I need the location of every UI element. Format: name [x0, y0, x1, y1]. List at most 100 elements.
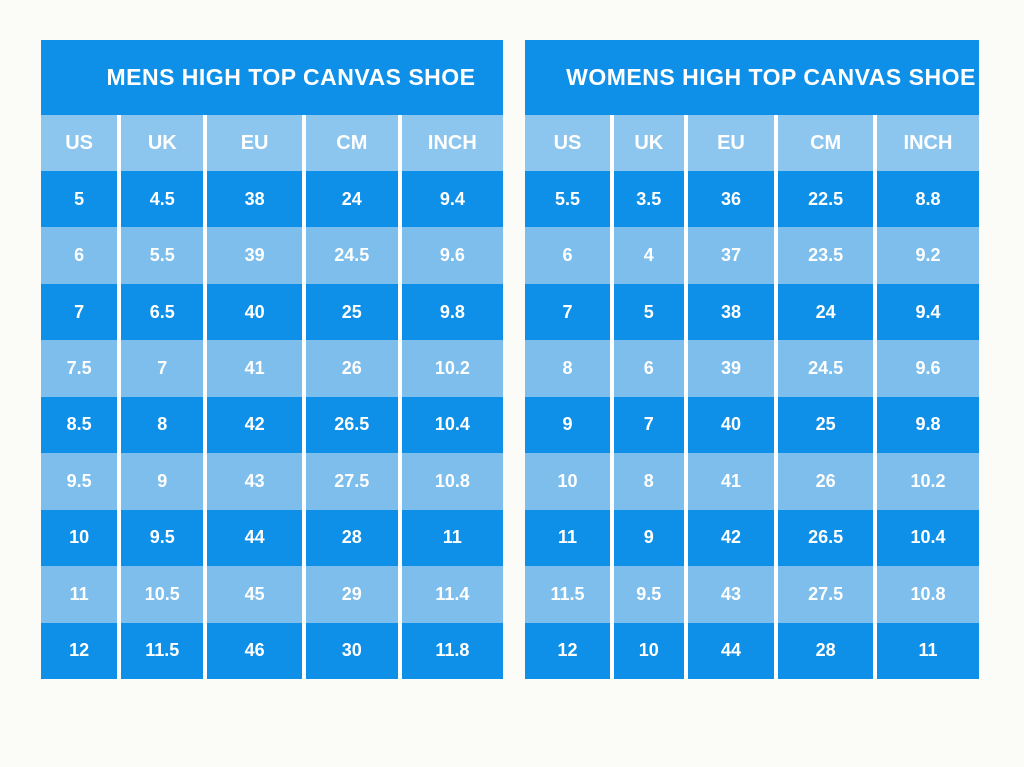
- table-cell: 5.5: [121, 227, 204, 284]
- column-header-us: US: [525, 115, 610, 171]
- table-cell: 6.5: [121, 283, 204, 341]
- table-cell: 9.5: [613, 566, 684, 623]
- table-cell: 24: [778, 283, 873, 341]
- table-cell: 9.8: [401, 283, 503, 341]
- table-cell: 7: [41, 283, 118, 341]
- table-cell: 8.5: [41, 396, 118, 454]
- table-cell: 26.5: [305, 396, 398, 454]
- table-cell: 42: [687, 509, 775, 567]
- table-cell: 10: [613, 622, 684, 679]
- table-row: 9.5 9 43 27.5 10.8: [41, 453, 503, 510]
- table-cell: 9: [121, 453, 204, 510]
- table-cell: 41: [687, 453, 775, 510]
- table-cell: 10.8: [876, 566, 979, 623]
- table-cell: 44: [207, 509, 302, 567]
- table-cell: 7: [121, 340, 204, 397]
- table-cell: 11: [525, 509, 610, 567]
- table-cell: 8: [121, 396, 204, 454]
- table-cell: 43: [207, 453, 302, 510]
- womens-table-title: WOMENS HIGH TOP CANVAS SHOE: [525, 40, 979, 115]
- table-cell: 37: [687, 227, 775, 284]
- column-header-eu: EU: [687, 115, 775, 171]
- table-cell: 38: [207, 171, 302, 228]
- column-header-inch: INCH: [876, 115, 979, 171]
- table-row: 6 5.5 39 24.5 9.6: [41, 227, 503, 284]
- table-row: 11 10.5 45 29 11.4: [41, 566, 503, 623]
- table-row: 7 5 38 24 9.4: [525, 283, 979, 341]
- table-row: 11 9 42 26.5 10.4: [525, 509, 979, 567]
- mens-table-title: MENS HIGH TOP CANVAS SHOE: [41, 40, 503, 115]
- table-cell: 9.8: [876, 396, 979, 454]
- table-cell: 25: [778, 396, 873, 454]
- table-cell: 12: [41, 622, 118, 679]
- column-header-us: US: [41, 115, 118, 171]
- table-row: 12 11.5 46 30 11.8: [41, 622, 503, 679]
- table-cell: 23.5: [778, 227, 873, 284]
- table-cell: 29: [305, 566, 398, 623]
- table-cell: 11: [876, 622, 979, 679]
- table-cell: 10.2: [401, 340, 503, 397]
- table-cell: 9.5: [121, 509, 204, 567]
- table-cell: 42: [207, 396, 302, 454]
- table-row: 7.5 7 41 26 10.2: [41, 340, 503, 397]
- table-row: 8.5 8 42 26.5 10.4: [41, 396, 503, 454]
- table-row: 12 10 44 28 11: [525, 622, 979, 679]
- table-cell: 10.4: [401, 396, 503, 454]
- table-cell: 39: [687, 340, 775, 397]
- mens-table-body: US UK EU CM INCH 5 4.5 38 24 9.4 6 5.5 39 24.5 9.…: [41, 115, 503, 679]
- table-cell: 24.5: [305, 227, 398, 284]
- table-cell: 43: [687, 566, 775, 623]
- table-cell: 9.6: [876, 340, 979, 397]
- table-cell: 5: [41, 171, 118, 228]
- table-cell: 41: [207, 340, 302, 397]
- table-cell: 26: [778, 453, 873, 510]
- mens-table-title-text: MENS HIGH TOP CANVAS SHOE: [106, 64, 476, 90]
- table-cell: 9: [525, 396, 610, 454]
- womens-table-header-row: US UK EU CM INCH: [525, 115, 979, 171]
- column-header-eu: EU: [207, 115, 302, 171]
- table-row: 5 4.5 38 24 9.4: [41, 171, 503, 228]
- table-cell: 7.5: [41, 340, 118, 397]
- womens-table-title-text: WOMENS HIGH TOP CANVAS SHOE: [566, 64, 976, 90]
- table-cell: 11.5: [525, 566, 610, 623]
- table-cell: 44: [687, 622, 775, 679]
- table-cell: 12: [525, 622, 610, 679]
- table-cell: 10: [525, 453, 610, 510]
- table-cell: 6: [525, 227, 610, 284]
- table-cell: 27.5: [778, 566, 873, 623]
- column-header-cm: CM: [305, 115, 398, 171]
- table-cell: 27.5: [305, 453, 398, 510]
- table-cell: 22.5: [778, 171, 873, 228]
- table-cell: 10: [41, 509, 118, 567]
- column-header-uk: UK: [613, 115, 684, 171]
- table-row: 8 6 39 24.5 9.6: [525, 340, 979, 397]
- table-cell: 46: [207, 622, 302, 679]
- table-cell: 9.4: [401, 171, 503, 228]
- table-cell: 8: [613, 453, 684, 510]
- table-cell: 9.5: [41, 453, 118, 510]
- column-header-uk: UK: [121, 115, 204, 171]
- womens-table-body: US UK EU CM INCH 5.5 3.5 36 22.5 8.8 6 4 37 23.5…: [525, 115, 979, 679]
- table-cell: 6: [613, 340, 684, 397]
- table-cell: 24.5: [778, 340, 873, 397]
- table-row: 5.5 3.5 36 22.5 8.8: [525, 171, 979, 228]
- table-cell: 6: [41, 227, 118, 284]
- table-cell: 9: [613, 509, 684, 567]
- table-cell: 10.8: [401, 453, 503, 510]
- table-cell: 25: [305, 283, 398, 341]
- table-cell: 11.5: [121, 622, 204, 679]
- table-cell: 10.2: [876, 453, 979, 510]
- womens-size-chart: WOMENS HIGH TOP CANVAS SHOE US UK EU CM …: [525, 40, 979, 679]
- table-cell: 7: [525, 283, 610, 341]
- table-cell: 45: [207, 566, 302, 623]
- table-cell: 28: [305, 509, 398, 567]
- table-cell: 8: [525, 340, 610, 397]
- column-header-cm: CM: [778, 115, 873, 171]
- table-cell: 38: [687, 283, 775, 341]
- table-cell: 3.5: [613, 171, 684, 228]
- table-cell: 11: [41, 566, 118, 623]
- table-row: 9 7 40 25 9.8: [525, 396, 979, 454]
- mens-size-chart: MENS HIGH TOP CANVAS SHOE US UK EU CM IN…: [41, 40, 503, 679]
- table-cell: 5.5: [525, 171, 610, 228]
- table-row: 10 9.5 44 28 11: [41, 509, 503, 567]
